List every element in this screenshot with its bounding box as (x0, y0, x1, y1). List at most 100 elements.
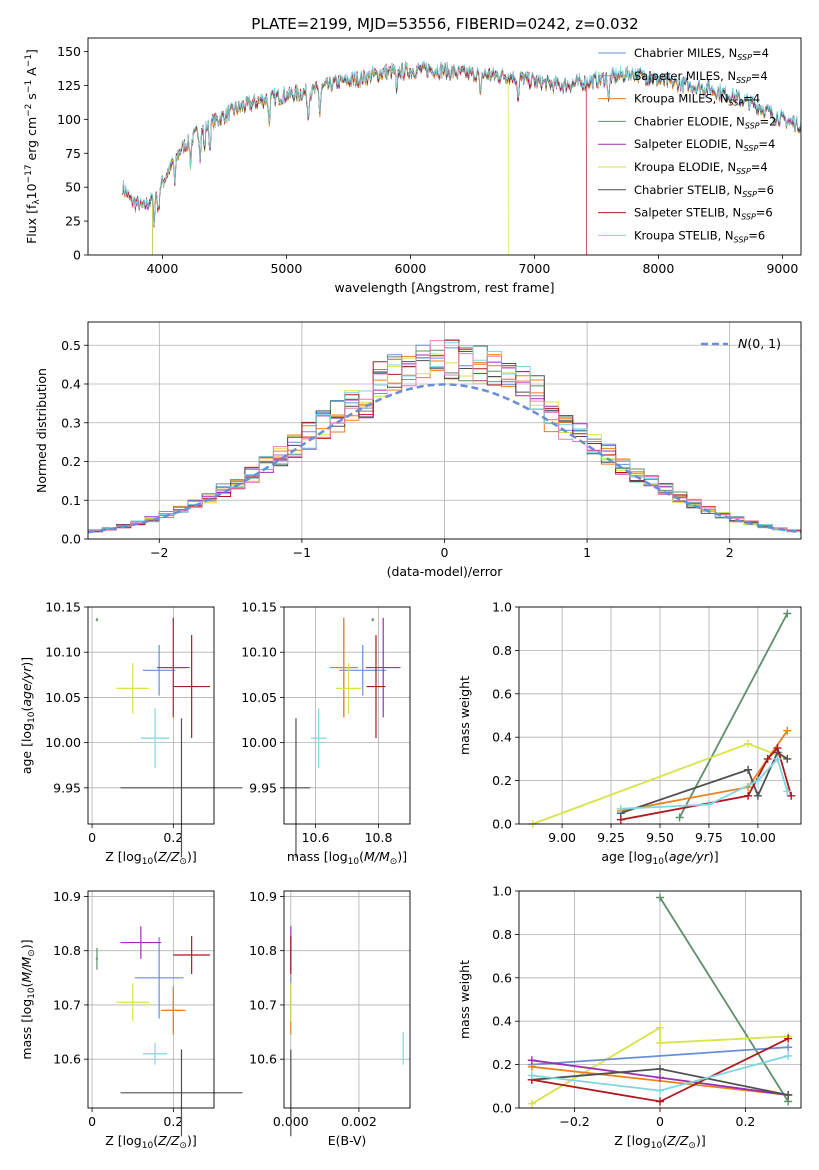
y-tick-label: 1.0 (492, 884, 512, 899)
error-bar-point (120, 1049, 243, 1137)
series-line (616, 754, 792, 813)
axes-frame (283, 606, 411, 825)
data-point (787, 791, 796, 800)
y-axis-label: Normed distribution (34, 368, 49, 493)
y-tick-label: 10.05 (241, 690, 277, 705)
error-bar-point (371, 617, 375, 622)
y-tick-label: 10.6 (53, 1052, 81, 1067)
error-bar-point (95, 617, 99, 622)
panel-0: 4000 5000 6000 7000 8000 9000 0 25 50 75 100 125 150… (24, 37, 802, 295)
x-axis-label: wavelength [Angstrom, rest frame] (334, 280, 554, 295)
y-tick-label: 25 (65, 214, 81, 229)
y-tick-label: 0.4 (492, 730, 512, 745)
x-tick-label: 9000 (766, 261, 798, 276)
error-bar-point (173, 635, 210, 739)
x-axis-label: age [log10(age/yr)] (601, 849, 718, 867)
data-point (784, 1051, 793, 1060)
y-tick-label: 0.1 (61, 493, 81, 508)
x-tick-label: 0 (88, 830, 96, 845)
error-bar-point (310, 708, 327, 768)
x-tick-label: 0 (441, 545, 449, 560)
series-path (531, 1046, 789, 1066)
legend-entry: Chabrier ELODIE, NSSP=2 (634, 114, 776, 130)
x-tick-label: 9.75 (695, 830, 723, 845)
y-tick-label: 10.15 (45, 600, 81, 615)
y-tick-label: 10.8 (53, 943, 81, 958)
y-tick-label: 1.0 (492, 600, 512, 615)
y-tick-label: 0.4 (61, 377, 81, 392)
y-tick-label: 10.05 (45, 690, 81, 705)
spectrum-line (122, 60, 801, 225)
panel-4: 9.00 9.25 9.50 9.75 10.00 0.0 0.2 0.4 0.6 0.8 1.0 a… (457, 600, 802, 867)
axes-frame (87, 321, 802, 540)
y-tick-label: 75 (65, 146, 81, 161)
y-axis-label: age [log10(age/yr)] (19, 657, 37, 774)
error-bar-point (165, 988, 182, 1033)
data-point (616, 815, 625, 824)
error-bar-point (120, 718, 243, 858)
axes-frame (518, 890, 802, 1109)
x-tick-label: 0 (656, 1114, 664, 1129)
y-tick-label: 10.15 (241, 600, 277, 615)
series-line (527, 1051, 793, 1095)
error-bar-point (116, 983, 149, 1022)
y-axis-label: mass [log10(M/M⊙)] (19, 939, 37, 1059)
data-point (783, 726, 792, 735)
y-tick-label: 10.7 (53, 997, 81, 1012)
panel-7: −0.2 0 0.2 0.0 0.2 0.4 0.6 0.8 1.0 Z [log10(Z/Z⊙)… (457, 884, 802, 1151)
panel-5: 0 0.2 10.6 10.7 10.8 10.9 Z [log10(Z/Z⊙)] mass … (19, 889, 243, 1151)
legend-entry: Salpeter MILES, NSSP=4 (634, 69, 768, 85)
axes-frame (283, 890, 411, 1109)
error-bar-point (366, 635, 386, 739)
x-tick-label: 10.8 (365, 830, 393, 845)
panel-3: 10.6 10.8 9.95 10.00 10.05 10.10 10.15 mass [lo… (241, 600, 411, 867)
y-tick-label: 0.0 (492, 817, 512, 832)
y-axis-label: Flux [fλ10−17 erg cm−2 s−1 A−1] (24, 49, 42, 244)
y-tick-label: 0.6 (492, 686, 512, 701)
x-tick-label: 0 (88, 1114, 96, 1129)
x-axis-label: mass [log10(M/M⊙)] (287, 849, 407, 867)
legend-entry: Salpeter STELIB, NSSP=6 (634, 206, 773, 222)
y-tick-label: 10.9 (249, 889, 277, 904)
x-tick-label: 8000 (642, 261, 674, 276)
error-bar-point (142, 1042, 168, 1065)
data-point (744, 739, 753, 748)
axes-frame (87, 37, 802, 256)
data-point (675, 813, 684, 822)
x-tick-label: 10.6 (302, 830, 330, 845)
y-tick-label: 10.6 (249, 1052, 277, 1067)
data-point (656, 1064, 664, 1073)
error-bar-point (281, 718, 311, 858)
data-point (656, 1073, 664, 1082)
y-tick-label: 0 (73, 248, 81, 263)
y-tick-label: 0.2 (61, 454, 81, 469)
data-point (784, 1090, 793, 1099)
data-point (616, 804, 625, 813)
data-point (753, 776, 762, 785)
data-point (744, 791, 753, 800)
data-point (656, 1097, 664, 1106)
error-bar-point (116, 663, 149, 714)
y-tick-label: 10.8 (249, 943, 277, 958)
x-tick-label: 0.2 (163, 830, 183, 845)
y-tick-label: 0.8 (492, 643, 512, 658)
data-point (753, 791, 762, 800)
x-tick-label: 0.002 (341, 1114, 377, 1129)
legend-entry: Kroupa STELIB, NSSP=6 (634, 228, 765, 244)
y-tick-label: 0.6 (492, 970, 512, 985)
y-tick-label: 0.4 (492, 1014, 512, 1029)
axes-frame (87, 890, 215, 1109)
x-tick-label: 9.50 (646, 830, 674, 845)
x-tick-label: 2 (726, 545, 734, 560)
legend-entry: Kroupa MILES, NSSP=4 (634, 92, 760, 108)
data-point (773, 754, 782, 763)
x-tick-label: 9.00 (548, 830, 576, 845)
x-axis-label: Z [log10(Z/Z⊙)] (105, 849, 196, 867)
normal-curve (87, 383, 802, 534)
figure-title: PLATE=2199, MJD=53556, FIBERID=0242, z=0… (251, 15, 638, 33)
y-tick-label: 10.10 (45, 645, 81, 660)
y-tick-label: 0.2 (492, 773, 512, 788)
y-tick-label: 0.0 (492, 1101, 512, 1116)
x-tick-label: 6000 (394, 261, 426, 276)
y-axis-label: mass weight (457, 676, 472, 755)
